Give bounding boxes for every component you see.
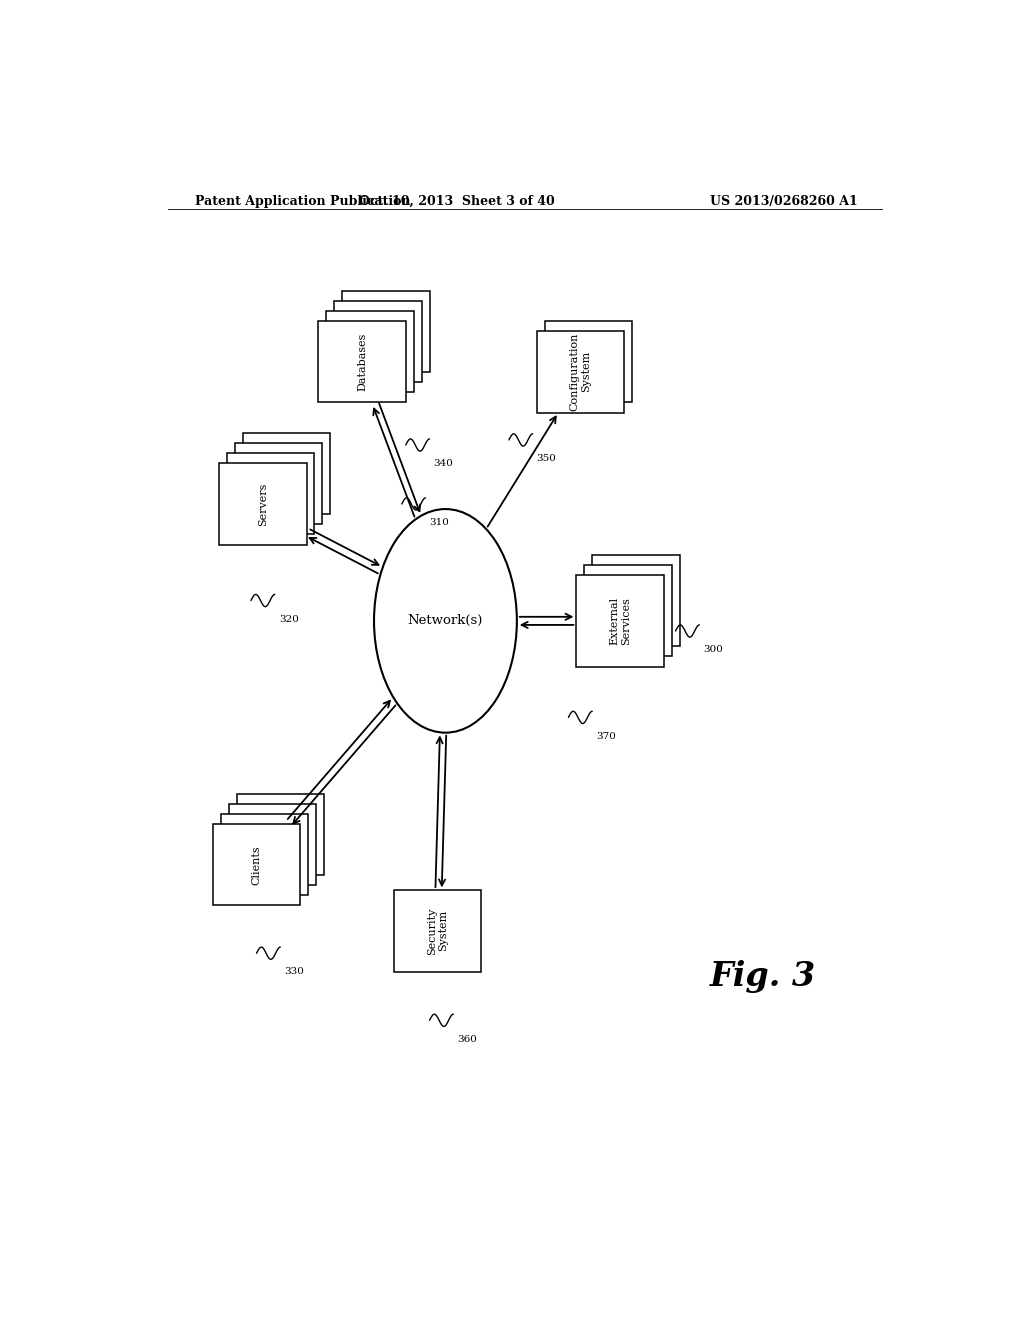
Text: 360: 360	[458, 1035, 477, 1044]
Bar	[585, 565, 672, 656]
Bar	[342, 290, 429, 372]
Bar	[537, 331, 624, 412]
Bar	[545, 321, 632, 403]
Bar	[219, 463, 306, 545]
Bar	[318, 321, 406, 403]
Ellipse shape	[374, 510, 517, 733]
Text: Security
System: Security System	[427, 907, 449, 954]
Text: External
Services: External Services	[609, 597, 631, 645]
Bar	[334, 301, 422, 381]
Text: US 2013/0268260 A1: US 2013/0268260 A1	[711, 195, 858, 209]
Text: Databases: Databases	[357, 333, 368, 391]
Bar	[327, 312, 414, 392]
Text: 340: 340	[433, 459, 454, 469]
Text: Fig. 3: Fig. 3	[710, 960, 816, 993]
Text: Clients: Clients	[252, 845, 261, 884]
Bar	[592, 554, 680, 647]
Text: 320: 320	[279, 615, 299, 624]
Text: 350: 350	[537, 454, 557, 463]
Bar	[577, 576, 664, 667]
Text: 300: 300	[703, 645, 723, 655]
Text: Patent Application Publication: Patent Application Publication	[196, 195, 411, 209]
Bar	[236, 444, 323, 524]
Text: 310: 310	[430, 519, 450, 527]
Text: Oct. 10, 2013  Sheet 3 of 40: Oct. 10, 2013 Sheet 3 of 40	[359, 195, 555, 209]
Bar	[237, 793, 324, 875]
Bar	[394, 890, 481, 972]
Text: 370: 370	[596, 731, 616, 741]
Text: 330: 330	[285, 968, 304, 977]
Text: Network(s): Network(s)	[408, 614, 483, 627]
Bar	[213, 824, 300, 906]
Text: Servers: Servers	[258, 482, 268, 525]
Bar	[221, 814, 308, 895]
Bar	[227, 453, 314, 535]
Text: Configuration
System: Configuration System	[569, 333, 591, 411]
Bar	[243, 433, 331, 515]
Bar	[228, 804, 316, 886]
